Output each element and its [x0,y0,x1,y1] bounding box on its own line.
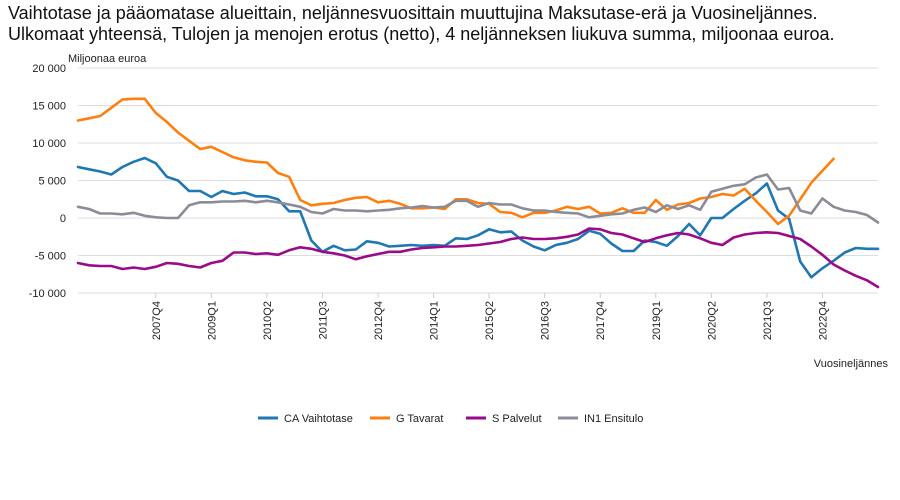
series-lines [76,97,880,289]
x-tick-label: 2011Q3 [317,301,329,339]
gridlines [78,67,878,294]
y-tick-label: 0 [60,213,66,225]
x-axis-title: Vuosineljännes [814,358,889,370]
x-tick-label: 2022Q4 [817,301,829,340]
x-axis-ticks: 2007Q4 2009Q1 2010Q2 2011Q3 2012Q4 2014Q1 2015… [151,293,829,340]
series-line-ca-vaihtotase [76,156,880,279]
x-tick-label: 2016Q3 [540,301,552,340]
x-tick-label: 2010Q2 [262,301,274,340]
y-axis-title: Miljoonaa euroa [68,53,147,65]
series-line-in1-ensitulo [76,173,880,224]
x-tick-label: 2015Q2 [484,301,496,340]
legend-label-ca-vaihtotase: CA Vaihtotase [284,413,353,425]
y-tick-label: 15 000 [32,101,66,113]
chart-title: Vaihtotase ja pääomatase alueittain, nel… [8,3,835,44]
series-line-s-palvelut [76,227,880,289]
x-tick-label: 2012Q4 [373,301,385,340]
legend-label-g-tavarat: G Tavarat [396,413,444,425]
x-tick-label: 2017Q4 [595,301,607,340]
y-tick-label: 5 000 [38,176,66,188]
legend-label-in1-ensitulo: IN1 Ensitulo [584,413,643,425]
legend: CA Vaihtotase G Tavarat S Palvelut IN1 Ensi… [258,413,643,425]
legend-label-s-palvelut: S Palvelut [492,413,542,425]
x-tick-label: 2009Q1 [206,301,218,340]
y-tick-label: -10 000 [29,288,66,300]
x-tick-label: 2019Q1 [651,301,663,340]
x-tick-label: 2007Q4 [151,301,163,340]
y-tick-label: -5 000 [35,251,66,263]
y-tick-label: 10 000 [32,138,66,150]
y-axis-ticks: 20 000 15 000 10 000 5 000 0 -5 000 -10 000 [29,63,66,300]
x-tick-label: 2021Q3 [762,301,774,340]
y-tick-label: 20 000 [32,63,66,75]
x-tick-label: 2020Q2 [706,301,718,340]
x-tick-label: 2014Q1 [429,301,441,340]
